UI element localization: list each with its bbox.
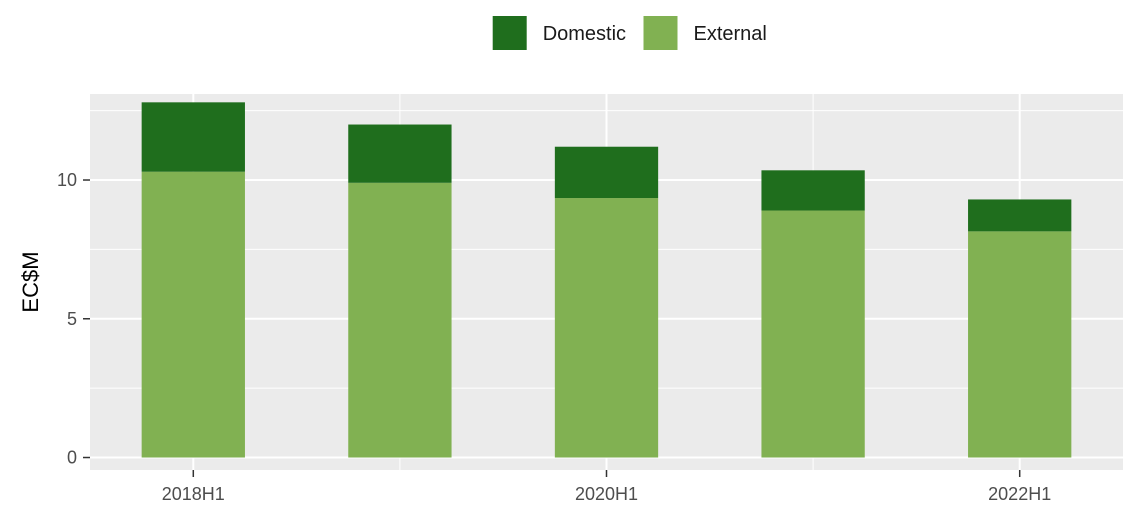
- bar-domestic-2019H1: [348, 124, 452, 183]
- bar-domestic-2020H1: [554, 146, 659, 199]
- bar-external-2019H1: [348, 182, 452, 458]
- legend-key-external: [643, 16, 678, 50]
- bar-external-2021H1: [761, 210, 865, 458]
- x-tick-label: 2018H1: [162, 484, 225, 504]
- y-axis-title: EC$M: [18, 251, 43, 312]
- legend-label-domestic: Domestic: [543, 23, 626, 45]
- bar-external-2018H1: [141, 171, 245, 458]
- y-tick-label: 5: [67, 309, 77, 329]
- bars: [141, 102, 1072, 458]
- bar-domestic-2021H1: [761, 170, 865, 211]
- x-axis: 2018H1 2020H1 2022H1: [162, 470, 1051, 504]
- legend: Domestic External: [492, 16, 767, 50]
- bar-domestic-2018H1: [141, 102, 245, 172]
- y-axis: 0 5 10: [57, 170, 90, 468]
- y-tick-label: 0: [67, 448, 77, 468]
- x-tick-label: 2020H1: [575, 484, 638, 504]
- bar-external-2020H1: [554, 198, 659, 458]
- legend-key-domestic: [492, 16, 527, 50]
- bar-domestic-2022H1: [968, 199, 1072, 232]
- y-tick-label: 10: [57, 170, 77, 190]
- x-tick-label: 2022H1: [988, 484, 1051, 504]
- bar-external-2022H1: [968, 231, 1072, 458]
- legend-label-external: External: [694, 23, 767, 45]
